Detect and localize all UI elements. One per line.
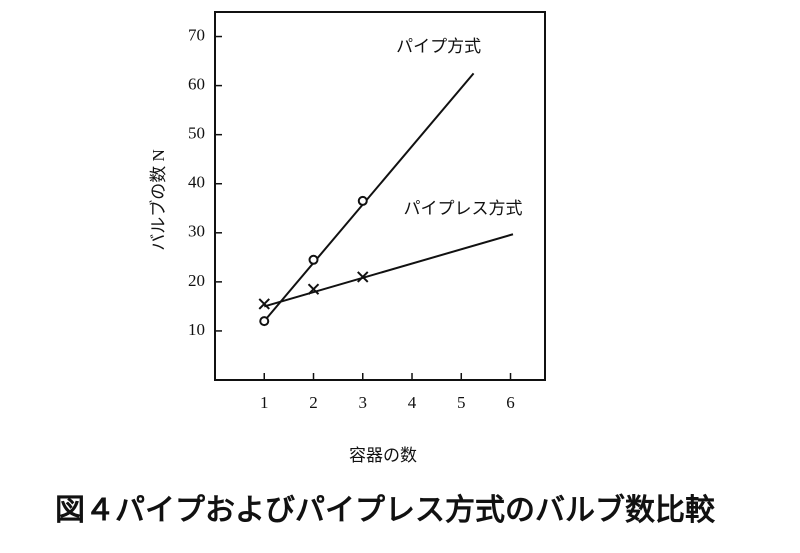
x-tick-label: 3 — [359, 393, 368, 412]
point — [357, 195, 368, 206]
x-tick-label: 5 — [457, 393, 466, 412]
y-axis-label: バルブの数 N — [148, 149, 168, 251]
y-tick-label: 40 — [188, 173, 205, 192]
x-tick-label: 6 — [506, 393, 515, 412]
y-tick-label: 70 — [188, 25, 205, 44]
y-tick-label: 30 — [188, 222, 205, 241]
point — [357, 271, 369, 283]
point — [308, 254, 319, 265]
point — [259, 316, 270, 327]
x-tick-label: 4 — [408, 393, 417, 412]
fit-line — [263, 72, 475, 322]
x-axis-label: 容器の数 — [349, 446, 417, 465]
fit-line — [263, 233, 514, 308]
y-tick-label: 50 — [188, 124, 205, 143]
plot-frame — [214, 11, 546, 381]
point — [307, 283, 320, 295]
series-label: パイプレス方式 — [403, 199, 522, 218]
y-tick-label: 20 — [188, 271, 205, 290]
series-label: パイプ方式 — [396, 37, 481, 56]
y-tick-label: 60 — [188, 75, 205, 94]
point — [258, 298, 270, 310]
caption: 図４パイプおよびパイプレス方式のバルブ数比較 — [55, 493, 716, 527]
x-tick-label: 2 — [309, 393, 318, 412]
y-tick-label: 10 — [188, 320, 205, 339]
x-tick-label: 1 — [260, 393, 269, 412]
